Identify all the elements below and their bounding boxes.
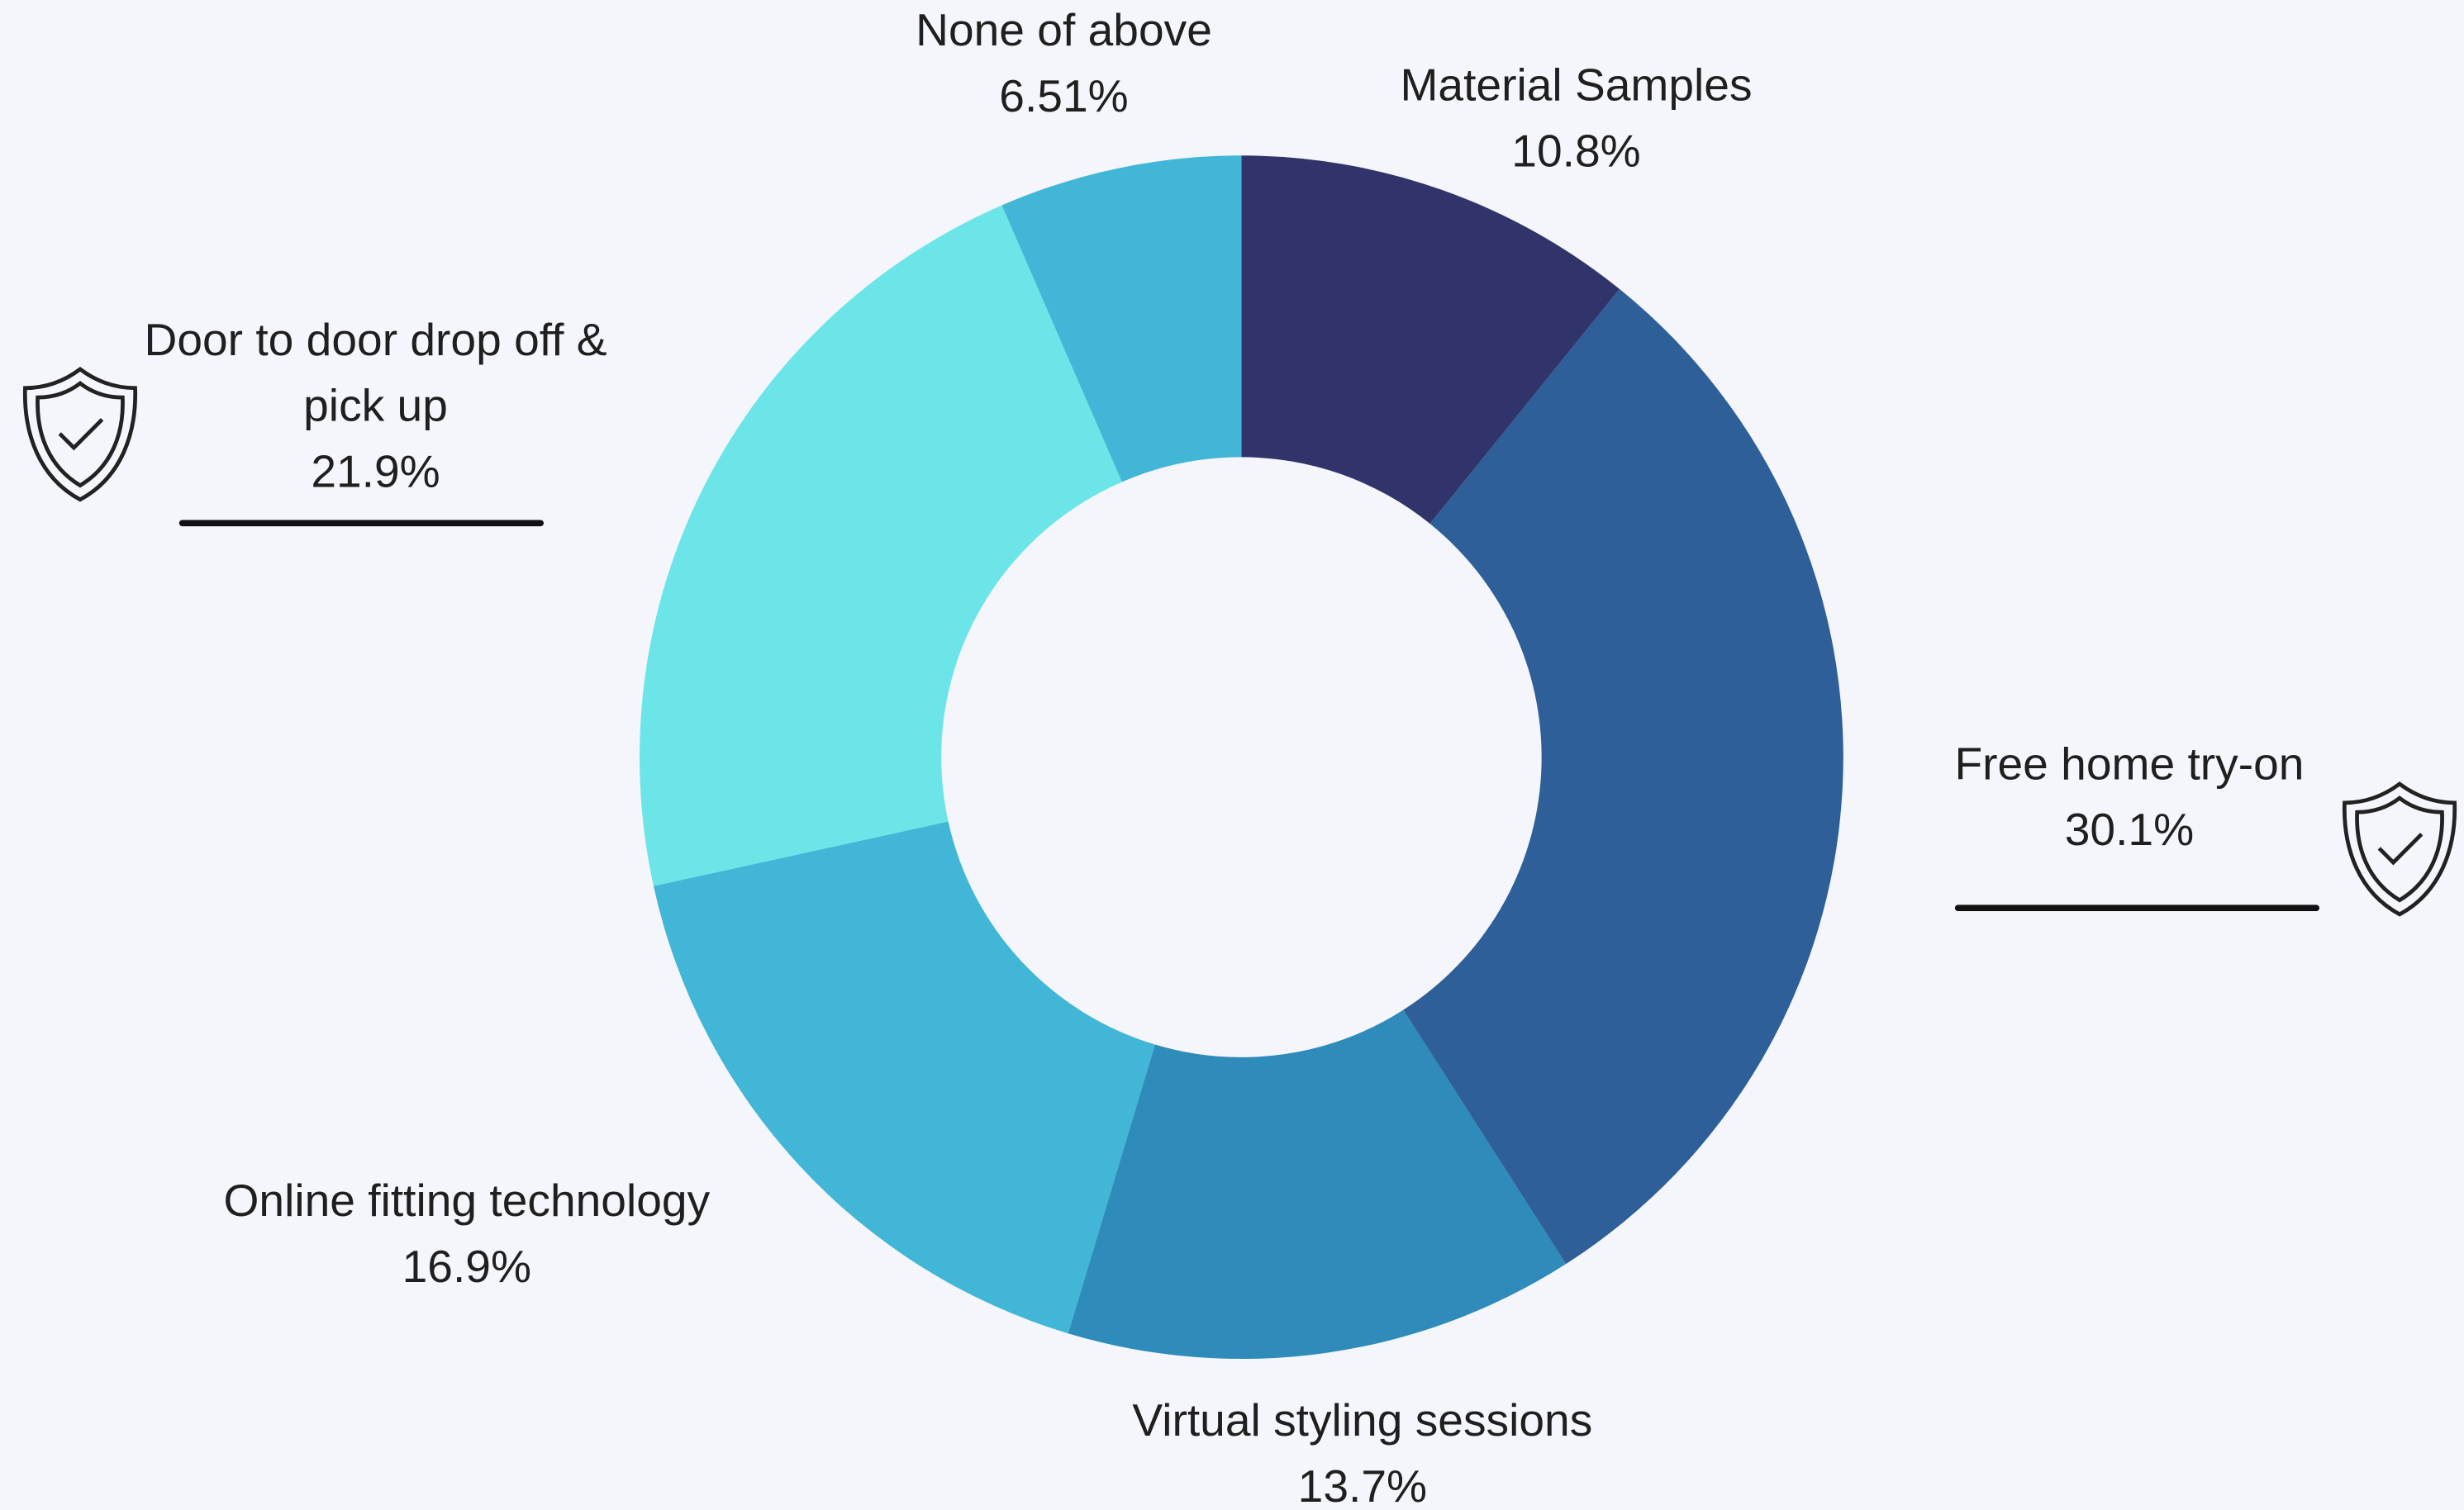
category-label: Online fitting technology: [223, 1176, 711, 1227]
category-label: Material Samples: [1400, 61, 1753, 112]
donut-slice: [1403, 288, 1843, 1265]
donut-slice: [640, 205, 1122, 886]
slice-label: Free home try-on 30.1%: [1954, 732, 2304, 864]
shield-icon: [22, 366, 137, 502]
category-label: None of above: [916, 6, 1212, 57]
slice-label: Online fitting technology 16.9%: [224, 1169, 711, 1301]
value-label: 6.51%: [999, 72, 1129, 123]
value-label: 21.9%: [311, 448, 440, 498]
value-label: 10.8%: [1511, 127, 1641, 178]
donut: [640, 155, 1843, 1360]
category-label: Door to door drop off & pick up: [144, 316, 607, 432]
value-label: 30.1%: [2064, 805, 2195, 857]
value-label: 16.9%: [402, 1242, 532, 1294]
slice-label: Door to door drop off & pick up 21.9%: [136, 308, 616, 506]
category-label: Virtual styling sessions: [1132, 1396, 1593, 1447]
slice-label: None of above 6.51%: [916, 0, 1212, 131]
shield-icon: [2343, 781, 2457, 917]
value-label: 13.7%: [1297, 1462, 1428, 1510]
category-label: Free home try-on: [1954, 739, 2305, 791]
donut-slice: [1241, 155, 1620, 525]
donut-slice: [1001, 155, 1242, 482]
slice-label: Virtual styling sessions 13.7%: [1132, 1389, 1592, 1510]
donut-slice: [1068, 1009, 1567, 1360]
donut-slice: [653, 821, 1155, 1334]
slice-label: Material Samples 10.8%: [1400, 54, 1752, 186]
